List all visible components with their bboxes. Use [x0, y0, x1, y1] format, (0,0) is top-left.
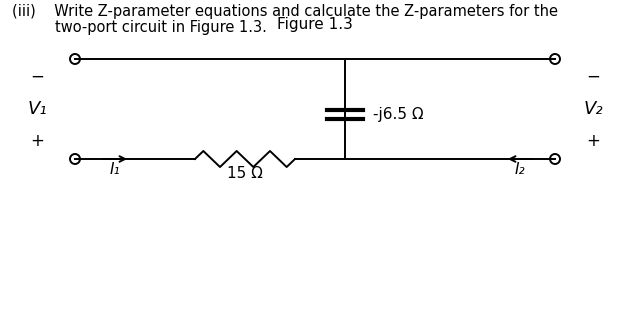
Text: Figure 1.3: Figure 1.3 — [277, 17, 353, 31]
Text: −: − — [30, 68, 44, 86]
Text: -j6.5 Ω: -j6.5 Ω — [373, 107, 424, 122]
Text: V₁: V₁ — [28, 100, 47, 118]
Text: two-port circuit in Figure 1.3.: two-port circuit in Figure 1.3. — [55, 20, 267, 35]
Text: I₂: I₂ — [515, 162, 525, 177]
Text: (iii)    Write Z-parameter equations and calculate the Z-parameters for the: (iii) Write Z-parameter equations and ca… — [12, 4, 558, 19]
Text: −: − — [586, 68, 600, 86]
Text: I₁: I₁ — [110, 162, 120, 177]
Text: +: + — [30, 132, 44, 150]
Text: V₂: V₂ — [583, 100, 602, 118]
Text: 15 Ω: 15 Ω — [227, 166, 263, 181]
Text: +: + — [586, 132, 600, 150]
